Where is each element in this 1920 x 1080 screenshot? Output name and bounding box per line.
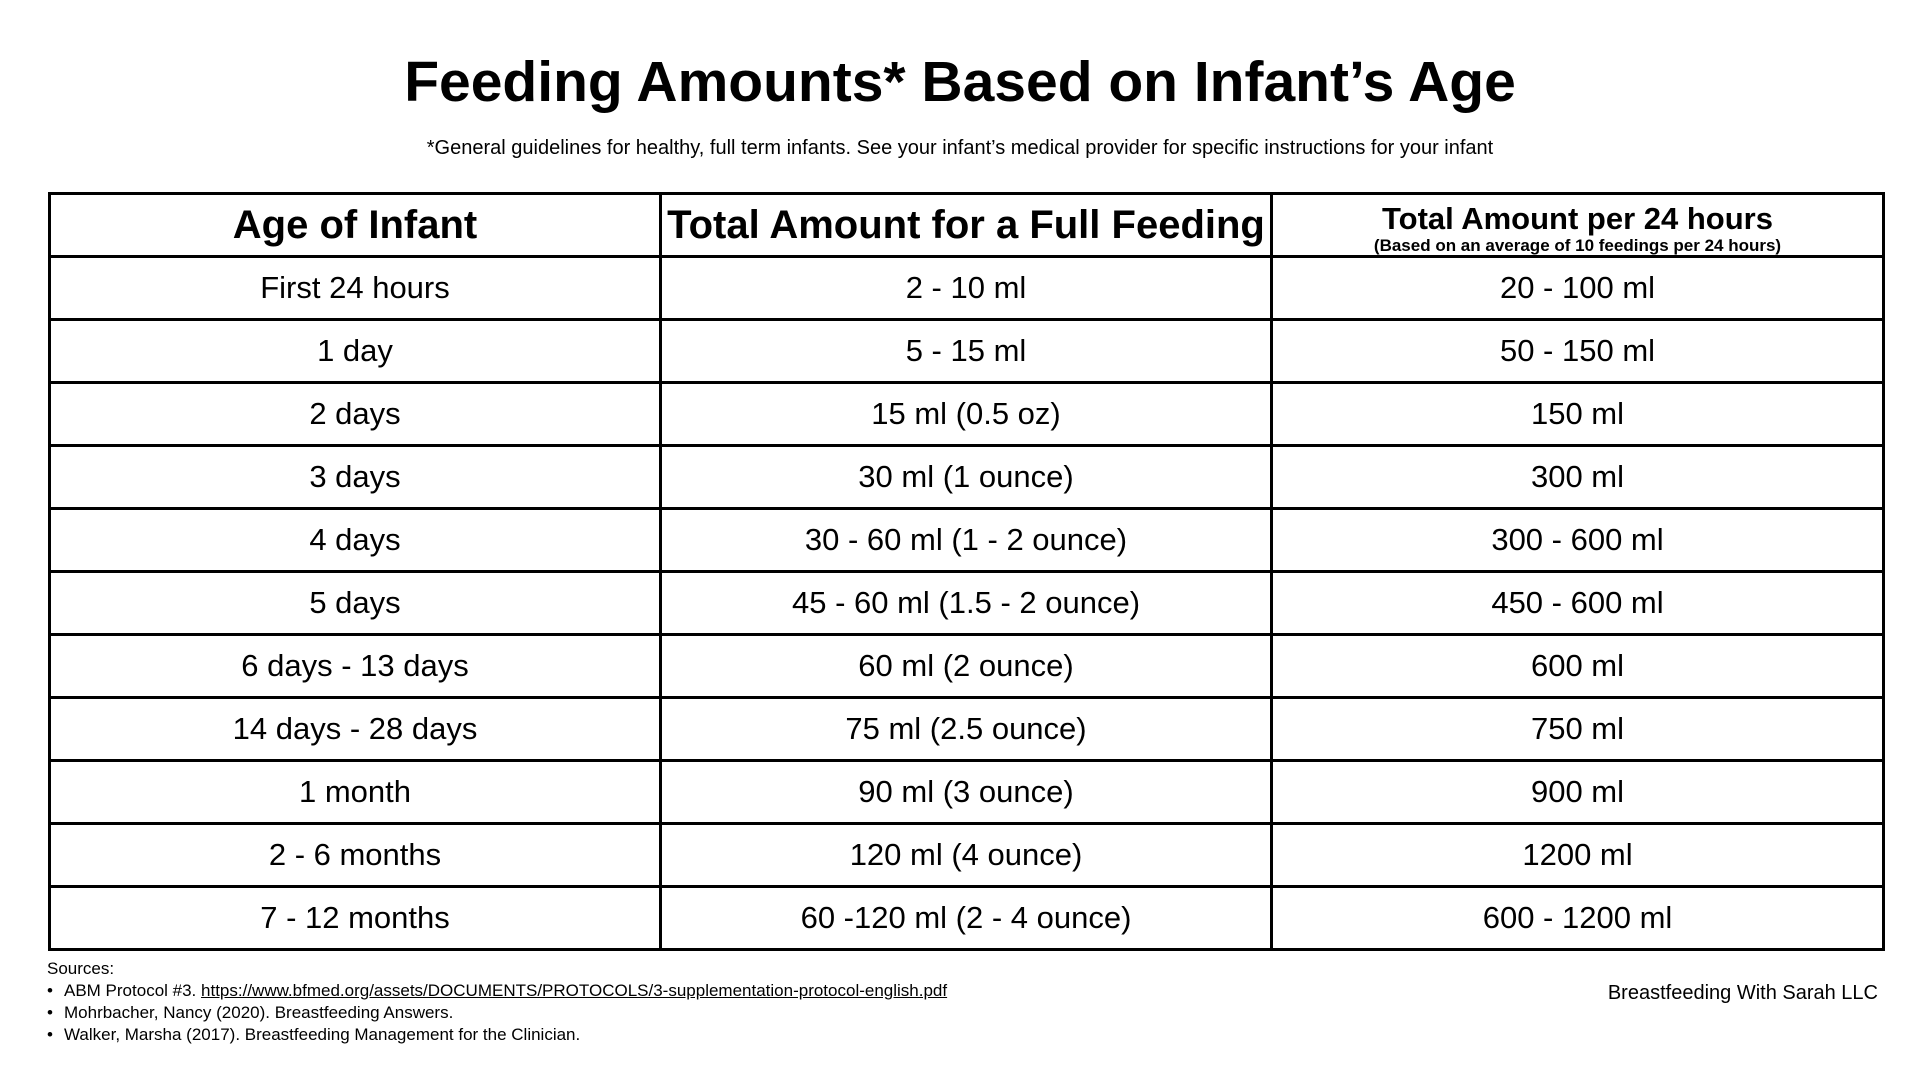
cell-age: 1 month bbox=[48, 759, 662, 825]
source-text: Walker, Marsha (2017). Breastfeeding Man… bbox=[64, 1025, 581, 1044]
cell-age: 2 days bbox=[48, 381, 662, 447]
cell-full-feeding: 30 ml (1 ounce) bbox=[659, 444, 1273, 510]
source-link[interactable]: https://www.bfmed.org/assets/DOCUMENTS/P… bbox=[201, 981, 948, 1000]
sources-label: Sources: bbox=[47, 959, 115, 978]
table-row: 3 days 30 ml (1 ounce) 300 ml bbox=[48, 444, 1885, 510]
cell-age: 4 days bbox=[48, 507, 662, 573]
table-row: 6 days - 13 days 60 ml (2 ounce) 600 ml bbox=[48, 633, 1885, 699]
cell-full-feeding: 120 ml (4 ounce) bbox=[659, 822, 1273, 888]
cell-per-24-hours: 750 ml bbox=[1270, 696, 1885, 762]
table-row: 2 days 15 ml (0.5 oz) 150 ml bbox=[48, 381, 1885, 447]
cell-per-24-hours: 900 ml bbox=[1270, 759, 1885, 825]
page-subtitle: *General guidelines for healthy, full te… bbox=[426, 137, 1494, 159]
cell-per-24-hours: 600 ml bbox=[1270, 633, 1885, 699]
bullet-icon: • bbox=[47, 1025, 53, 1044]
cell-age: 7 - 12 months bbox=[48, 885, 662, 951]
cell-per-24-hours: 450 - 600 ml bbox=[1270, 570, 1885, 636]
bullet-icon: • bbox=[47, 1003, 53, 1022]
cell-per-24-hours: 150 ml bbox=[1270, 381, 1885, 447]
source-text: Mohrbacher, Nancy (2020). Breastfeeding … bbox=[64, 1003, 454, 1022]
cell-full-feeding: 90 ml (3 ounce) bbox=[659, 759, 1273, 825]
cell-per-24-hours: 300 - 600 ml bbox=[1270, 507, 1885, 573]
page-title: Feeding Amounts* Based on Infant’s Age bbox=[404, 50, 1516, 114]
table-row: First 24 hours 2 - 10 ml 20 - 100 ml bbox=[48, 255, 1885, 321]
table-row: 1 day 5 - 15 ml 50 - 150 ml bbox=[48, 318, 1885, 384]
cell-age: 1 day bbox=[48, 318, 662, 384]
header-full-feeding: Total Amount for a Full Feeding bbox=[659, 192, 1273, 258]
cell-full-feeding: 60 ml (2 ounce) bbox=[659, 633, 1273, 699]
cell-full-feeding: 5 - 15 ml bbox=[659, 318, 1273, 384]
feeding-table: Age of Infant Total Amount for a Full Fe… bbox=[48, 192, 1885, 951]
table-row: 5 days 45 - 60 ml (1.5 - 2 ounce) 450 - 60… bbox=[48, 570, 1885, 636]
cell-full-feeding: 75 ml (2.5 ounce) bbox=[659, 696, 1273, 762]
bullet-icon: • bbox=[47, 981, 53, 1000]
cell-per-24-hours: 20 - 100 ml bbox=[1270, 255, 1885, 321]
header-per-24-hours-note: (Based on an average of 10 feedings per … bbox=[1373, 236, 1782, 255]
cell-full-feeding: 30 - 60 ml (1 - 2 ounce) bbox=[659, 507, 1273, 573]
source-item: • Walker, Marsha (2017). Breastfeeding Ma… bbox=[47, 1024, 947, 1046]
cell-per-24-hours: 300 ml bbox=[1270, 444, 1885, 510]
cell-age: 14 days - 28 days bbox=[48, 696, 662, 762]
sources-section: Sources: • ABM Protocol #3. https://www.b… bbox=[47, 958, 947, 1046]
cell-full-feeding: 60 -120 ml (2 - 4 ounce) bbox=[659, 885, 1273, 951]
header-age: Age of Infant bbox=[48, 192, 662, 258]
sources-list: • ABM Protocol #3. https://www.bfmed.org/… bbox=[47, 980, 947, 1046]
header-per-24-hours: Total Amount per 24 hours (Based on an a… bbox=[1270, 192, 1885, 258]
cell-age: 5 days bbox=[48, 570, 662, 636]
table-header-row: Age of Infant Total Amount for a Full Fe… bbox=[48, 192, 1885, 258]
table-row: 4 days 30 - 60 ml (1 - 2 ounce) 300 - 600 … bbox=[48, 507, 1885, 573]
cell-per-24-hours: 600 - 1200 ml bbox=[1270, 885, 1885, 951]
table-row: 14 days - 28 days 75 ml (2.5 ounce) 750 ml bbox=[48, 696, 1885, 762]
cell-age: 3 days bbox=[48, 444, 662, 510]
source-item: • Mohrbacher, Nancy (2020). Breastfeeding… bbox=[47, 1002, 947, 1024]
table-row: 2 - 6 months 120 ml (4 ounce) 1200 ml bbox=[48, 822, 1885, 888]
table-row: 7 - 12 months 60 -120 ml (2 - 4 ounce) 600… bbox=[48, 885, 1885, 951]
cell-age: 6 days - 13 days bbox=[48, 633, 662, 699]
cell-per-24-hours: 50 - 150 ml bbox=[1270, 318, 1885, 384]
cell-full-feeding: 15 ml (0.5 oz) bbox=[659, 381, 1273, 447]
cell-per-24-hours: 1200 ml bbox=[1270, 822, 1885, 888]
cell-age: 2 - 6 months bbox=[48, 822, 662, 888]
cell-age: First 24 hours bbox=[48, 255, 662, 321]
source-item: • ABM Protocol #3. https://www.bfmed.org/… bbox=[47, 980, 947, 1002]
brand-name: Breastfeeding With Sarah LLC bbox=[1607, 982, 1878, 1004]
header-per-24-hours-label: Total Amount per 24 hours bbox=[1382, 201, 1773, 236]
source-text: ABM Protocol #3. bbox=[64, 981, 202, 1000]
cell-full-feeding: 2 - 10 ml bbox=[659, 255, 1273, 321]
table-row: 1 month 90 ml (3 ounce) 900 ml bbox=[48, 759, 1885, 825]
cell-full-feeding: 45 - 60 ml (1.5 - 2 ounce) bbox=[659, 570, 1273, 636]
